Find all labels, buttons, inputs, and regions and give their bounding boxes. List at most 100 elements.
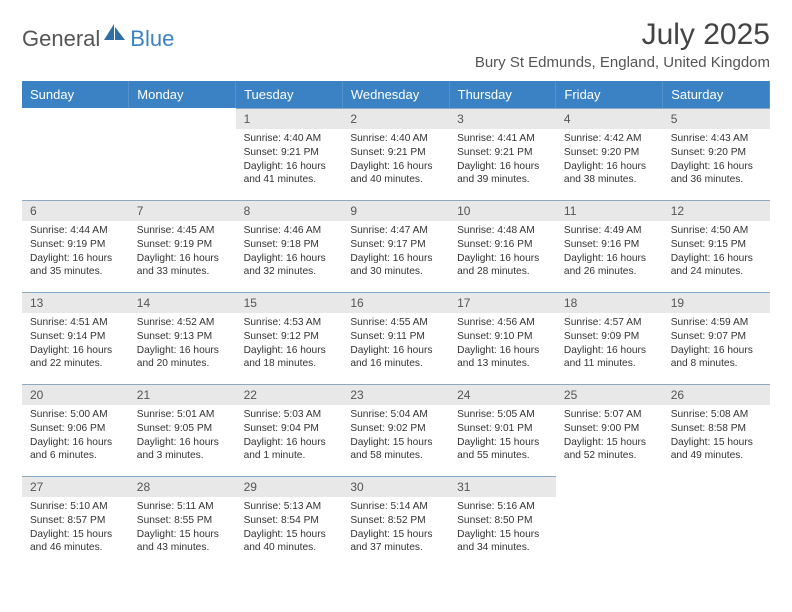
daylight-line: Daylight: 16 hours and 38 minutes.: [564, 161, 646, 186]
calendar-day-cell: 22Sunrise: 5:03 AMSunset: 9:04 PMDayligh…: [236, 384, 343, 476]
sunrise-line: Sunrise: 5:08 AM: [671, 409, 749, 420]
sunrise-line: Sunrise: 5:14 AM: [350, 501, 428, 512]
day-number: 3: [449, 108, 556, 129]
calendar-day-cell: 8Sunrise: 4:46 AMSunset: 9:18 PMDaylight…: [236, 200, 343, 292]
day-details: Sunrise: 5:01 AMSunset: 9:05 PMDaylight:…: [129, 405, 236, 469]
day-number: 19: [663, 292, 770, 313]
daylight-line: Daylight: 16 hours and 35 minutes.: [30, 253, 112, 278]
sunrise-line: Sunrise: 4:40 AM: [350, 133, 428, 144]
day-number: 18: [556, 292, 663, 313]
daylight-line: Daylight: 16 hours and 13 minutes.: [457, 345, 539, 370]
col-tuesday: Tuesday: [236, 81, 343, 108]
day-number: 14: [129, 292, 236, 313]
daylight-line: Daylight: 15 hours and 40 minutes.: [244, 529, 326, 554]
calendar-day-cell: [22, 108, 129, 200]
day-details: Sunrise: 4:57 AMSunset: 9:09 PMDaylight:…: [556, 313, 663, 377]
col-monday: Monday: [129, 81, 236, 108]
sunrise-line: Sunrise: 5:04 AM: [350, 409, 428, 420]
sunset-line: Sunset: 9:15 PM: [671, 239, 746, 250]
calendar-day-cell: 25 Sunrise: 5:07 AM Sunset: 9:00 PM Dayligh…: [556, 384, 663, 476]
calendar-day-cell: 24Sunrise: 5:05 AMSunset: 9:01 PMDayligh…: [449, 384, 556, 476]
logo-sail-icon: [104, 24, 126, 47]
daylight-line: Daylight: 15 hours and 55 minutes.: [457, 437, 539, 462]
daylight-line: Daylight: 16 hours and 16 minutes.: [350, 345, 432, 370]
day-details: Sunrise: 5:13 AMSunset: 8:54 PMDaylight:…: [236, 497, 343, 561]
sunset-line: Sunset: 9:20 PM: [671, 147, 746, 158]
day-details: Sunrise: 4:51 AMSunset: 9:14 PMDaylight:…: [22, 313, 129, 377]
daylight-line: Daylight: 16 hours and 22 minutes.: [30, 345, 112, 370]
sunrise-line: Sunrise: 5:07 AM: [564, 409, 642, 420]
sunrise-line: Sunrise: 4:42 AM: [564, 133, 642, 144]
sunrise-line: Sunrise: 5:05 AM: [457, 409, 535, 420]
sunset-line: Sunset: 9:05 PM: [137, 423, 212, 434]
day-details: Sunrise: 4:41 AMSunset: 9:21 PMDaylight:…: [449, 129, 556, 193]
sunset-line: Sunset: 9:01 PM: [457, 423, 532, 434]
calendar-day-cell: 4Sunrise: 4:42 AMSunset: 9:20 PMDaylight…: [556, 108, 663, 200]
day-details: Sunrise: 4:46 AMSunset: 9:18 PMDaylight:…: [236, 221, 343, 285]
calendar-day-cell: 27Sunrise: 5:10 AMSunset: 8:57 PMDayligh…: [22, 476, 129, 568]
daylight-line: Daylight: 15 hours and 52 minutes.: [564, 437, 646, 462]
day-number: 21: [129, 384, 236, 405]
logo: General Blue: [22, 18, 174, 53]
day-number: 12: [663, 200, 770, 221]
calendar-week-row: 13Sunrise: 4:51 AMSunset: 9:14 PMDayligh…: [22, 292, 770, 384]
day-details: Sunrise: 5:16 AMSunset: 8:50 PMDaylight:…: [449, 497, 556, 561]
page-title: July 2025: [475, 18, 770, 52]
sunrise-line: Sunrise: 4:44 AM: [30, 225, 108, 236]
day-details: Sunrise: 4:50 AMSunset: 9:15 PMDaylight:…: [663, 221, 770, 285]
calendar-day-cell: 6Sunrise: 4:44 AMSunset: 9:19 PMDaylight…: [22, 200, 129, 292]
day-number: 31: [449, 476, 556, 497]
daylight-line: Daylight: 16 hours and 1 minute.: [244, 437, 326, 462]
calendar-day-cell: [129, 108, 236, 200]
calendar-week-row: 1Sunrise: 4:40 AMSunset: 9:21 PMDaylight…: [22, 108, 770, 200]
sunset-line: Sunset: 9:17 PM: [350, 239, 425, 250]
col-saturday: Saturday: [663, 81, 770, 108]
day-details: Sunrise: 4:52 AMSunset: 9:13 PMDaylight:…: [129, 313, 236, 377]
day-details: Sunrise: 4:56 AMSunset: 9:10 PMDaylight:…: [449, 313, 556, 377]
sunrise-line: Sunrise: 4:47 AM: [350, 225, 428, 236]
calendar-day-cell: [556, 476, 663, 568]
calendar-day-cell: 20Sunrise: 5:00 AMSunset: 9:06 PMDayligh…: [22, 384, 129, 476]
calendar-day-cell: 13Sunrise: 4:51 AMSunset: 9:14 PMDayligh…: [22, 292, 129, 384]
sunrise-line: Sunrise: 4:51 AM: [30, 317, 108, 328]
day-number: 11: [556, 200, 663, 221]
day-details: Sunrise: 4:55 AMSunset: 9:11 PMDaylight:…: [342, 313, 449, 377]
sunset-line: Sunset: 9:16 PM: [457, 239, 532, 250]
calendar-day-cell: 28Sunrise: 5:11 AMSunset: 8:55 PMDayligh…: [129, 476, 236, 568]
sunset-line: Sunset: 8:58 PM: [671, 423, 746, 434]
daylight-line: Daylight: 15 hours and 49 minutes.: [671, 437, 753, 462]
sunset-line: Sunset: 9:12 PM: [244, 331, 319, 342]
calendar-day-cell: 31Sunrise: 5:16 AMSunset: 8:50 PMDayligh…: [449, 476, 556, 568]
logo-text-1: General: [22, 26, 100, 52]
sunrise-line: Sunrise: 4:45 AM: [137, 225, 215, 236]
sunset-line: Sunset: 9:04 PM: [244, 423, 319, 434]
col-sunday: Sunday: [22, 81, 129, 108]
calendar-day-cell: 7Sunrise: 4:45 AMSunset: 9:19 PMDaylight…: [129, 200, 236, 292]
calendar-day-cell: [663, 476, 770, 568]
daylight-line: Daylight: 16 hours and 28 minutes.: [457, 253, 539, 278]
daylight-line: Daylight: 16 hours and 33 minutes.: [137, 253, 219, 278]
calendar-day-cell: 21Sunrise: 5:01 AMSunset: 9:05 PMDayligh…: [129, 384, 236, 476]
sunset-line: Sunset: 9:21 PM: [350, 147, 425, 158]
calendar-body: 1Sunrise: 4:40 AMSunset: 9:21 PMDaylight…: [22, 108, 770, 568]
calendar-week-row: 27Sunrise: 5:10 AMSunset: 8:57 PMDayligh…: [22, 476, 770, 568]
sunrise-line: Sunrise: 4:48 AM: [457, 225, 535, 236]
calendar-day-cell: 29Sunrise: 5:13 AMSunset: 8:54 PMDayligh…: [236, 476, 343, 568]
daylight-line: Daylight: 16 hours and 41 minutes.: [244, 161, 326, 186]
sunrise-line: Sunrise: 4:57 AM: [564, 317, 642, 328]
day-number: 25: [556, 384, 663, 405]
daylight-line: Daylight: 15 hours and 58 minutes.: [350, 437, 432, 462]
calendar-day-cell: 23Sunrise: 5:04 AMSunset: 9:02 PMDayligh…: [342, 384, 449, 476]
calendar-day-cell: 10Sunrise: 4:48 AMSunset: 9:16 PMDayligh…: [449, 200, 556, 292]
calendar-day-cell: 26Sunrise: 5:08 AMSunset: 8:58 PMDayligh…: [663, 384, 770, 476]
day-number: 6: [22, 200, 129, 221]
calendar-day-cell: 14Sunrise: 4:52 AMSunset: 9:13 PMDayligh…: [129, 292, 236, 384]
sunset-line: Sunset: 9:16 PM: [564, 239, 639, 250]
day-details: Sunrise: 4:44 AMSunset: 9:19 PMDaylight:…: [22, 221, 129, 285]
day-number: 4: [556, 108, 663, 129]
sunset-line: Sunset: 9:00 PM: [564, 423, 639, 434]
day-details: Sunrise: 5:07 AM Sunset: 9:00 PM Daylight:…: [556, 405, 663, 469]
day-details: Sunrise: 4:42 AMSunset: 9:20 PMDaylight:…: [556, 129, 663, 193]
sunset-line: Sunset: 8:52 PM: [350, 515, 425, 526]
sunrise-line: Sunrise: 4:59 AM: [671, 317, 749, 328]
